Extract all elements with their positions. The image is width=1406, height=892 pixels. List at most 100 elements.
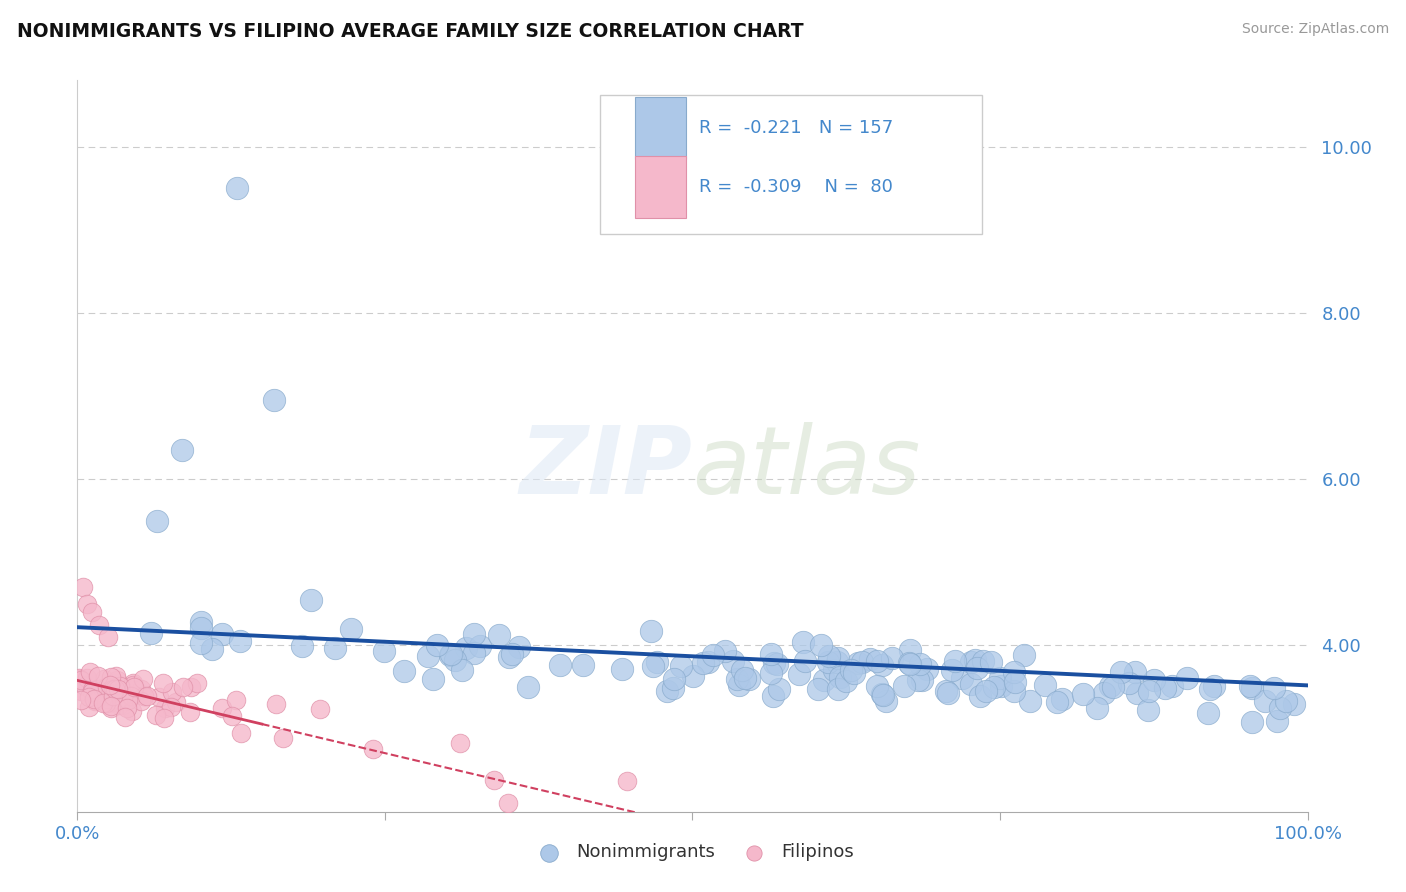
Point — [1265, 714, 1288, 729]
Point — [76, 671, 98, 685]
Point — [108, 680, 131, 694]
Point — [548, 658, 571, 673]
Point — [82, 605, 104, 619]
Point — [226, 181, 249, 195]
Point — [1137, 703, 1160, 717]
Point — [299, 592, 322, 607]
Point — [75, 679, 97, 693]
Point — [959, 676, 981, 690]
Point — [67, 671, 90, 685]
Point — [738, 673, 761, 687]
Point — [229, 726, 252, 740]
Point — [988, 671, 1011, 685]
Point — [444, 653, 467, 667]
Point — [373, 644, 395, 658]
Point — [730, 663, 752, 677]
Point — [160, 685, 183, 699]
Point — [201, 641, 224, 656]
Bar — [634, 97, 686, 160]
Point — [1050, 692, 1073, 706]
Point — [1002, 665, 1025, 679]
Point — [93, 672, 115, 686]
Text: R =  -0.309    N =  80: R = -0.309 N = 80 — [699, 178, 893, 195]
Point — [643, 658, 665, 673]
Point — [893, 679, 915, 693]
Point — [1012, 648, 1035, 662]
Point — [340, 623, 363, 637]
Point — [90, 681, 112, 695]
Point — [229, 634, 252, 648]
Point — [170, 443, 193, 458]
Point — [122, 681, 145, 695]
Point — [152, 675, 174, 690]
Point — [898, 657, 921, 672]
Point — [79, 690, 101, 704]
Point — [1046, 696, 1069, 710]
Point — [1161, 679, 1184, 693]
Point — [145, 708, 167, 723]
Point — [963, 653, 986, 667]
Point — [101, 689, 124, 703]
Point — [1254, 694, 1277, 708]
Point — [1282, 698, 1305, 712]
Point — [835, 673, 858, 688]
Point — [768, 681, 790, 696]
Point — [664, 672, 686, 686]
Point — [83, 693, 105, 707]
Point — [1199, 681, 1222, 696]
Point — [114, 710, 136, 724]
Point — [115, 701, 138, 715]
Text: ZIP: ZIP — [520, 422, 693, 514]
Point — [1239, 679, 1261, 693]
Point — [179, 705, 201, 719]
Point — [361, 742, 384, 756]
Point — [484, 772, 506, 787]
Point — [935, 684, 957, 698]
Point — [132, 673, 155, 687]
Point — [846, 656, 869, 670]
Point — [100, 701, 122, 715]
Point — [830, 670, 852, 684]
Point — [825, 655, 848, 669]
Point — [1240, 714, 1263, 729]
Point — [793, 654, 815, 668]
Point — [104, 682, 127, 697]
Point — [966, 661, 988, 675]
Point — [122, 678, 145, 692]
Point — [1109, 665, 1132, 679]
Point — [960, 655, 983, 669]
Point — [1092, 686, 1115, 700]
Point — [823, 663, 845, 677]
Point — [501, 647, 523, 661]
Point — [980, 655, 1002, 669]
Point — [129, 694, 152, 708]
Point — [84, 686, 107, 700]
Point — [166, 695, 188, 709]
Point — [488, 628, 510, 642]
Point — [87, 669, 110, 683]
Text: atlas: atlas — [693, 423, 921, 514]
Point — [70, 673, 93, 688]
Point — [1175, 671, 1198, 685]
Point — [129, 682, 152, 697]
Point — [70, 683, 93, 698]
Point — [1126, 686, 1149, 700]
Point — [983, 680, 1005, 694]
Point — [186, 676, 208, 690]
Point — [851, 656, 873, 670]
Point — [120, 689, 142, 703]
Point — [96, 691, 118, 706]
Point — [263, 393, 285, 408]
Point — [662, 681, 685, 696]
Point — [291, 639, 314, 653]
Point — [98, 678, 121, 692]
Point — [827, 681, 849, 696]
Text: R =  -0.221   N = 157: R = -0.221 N = 157 — [699, 120, 893, 137]
Point — [813, 673, 835, 687]
Point — [221, 709, 243, 723]
Point — [872, 687, 894, 701]
Point — [696, 655, 718, 669]
Point — [839, 663, 862, 677]
Point — [1123, 665, 1146, 679]
Point — [943, 654, 966, 668]
